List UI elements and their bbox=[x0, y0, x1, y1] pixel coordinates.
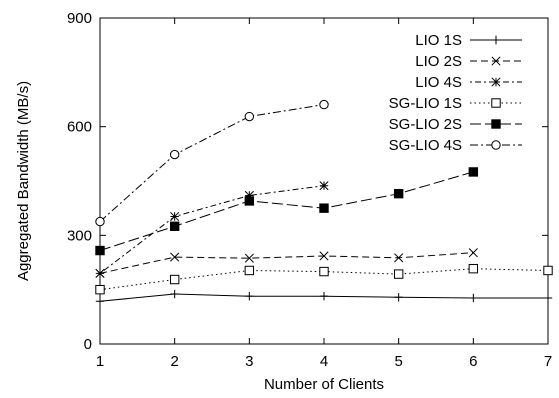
legend: LIO 1S LIO 2S LIO 4S SG-LIO 1S SG-LIO 2S SG-L… bbox=[389, 32, 522, 154]
x-tick-label: 1 bbox=[96, 353, 104, 370]
cross-marker bbox=[244, 253, 254, 263]
cross-marker bbox=[319, 251, 329, 261]
cross-marker bbox=[170, 252, 180, 262]
star-marker bbox=[491, 77, 501, 87]
legend-item: SG-LIO 1S bbox=[389, 95, 522, 112]
series-layer bbox=[95, 99, 553, 306]
legend-label: LIO 1S bbox=[415, 32, 462, 49]
legend-item: LIO 4S bbox=[415, 74, 522, 91]
legend-item: LIO 1S bbox=[415, 32, 522, 49]
series-line bbox=[99, 252, 474, 274]
legend-label: SG-LIO 2S bbox=[389, 116, 462, 133]
filled-square-marker bbox=[491, 119, 501, 129]
series-line bbox=[99, 104, 325, 222]
open-square-marker bbox=[543, 265, 553, 276]
filled-square-marker bbox=[169, 221, 180, 231]
series-line bbox=[99, 171, 474, 251]
cross-marker bbox=[468, 248, 478, 258]
legend-item: SG-LIO 4S bbox=[389, 137, 522, 154]
plus-marker bbox=[319, 291, 329, 301]
open-circle-marker bbox=[491, 140, 501, 150]
y-tick-label: 900 bbox=[67, 10, 92, 27]
plus-marker bbox=[491, 35, 501, 45]
plus-marker bbox=[469, 293, 478, 303]
series-sg-lio-4s bbox=[95, 99, 329, 227]
filled-square-marker bbox=[95, 245, 105, 256]
series-lio-2s bbox=[95, 248, 478, 278]
y-axis-label: Aggregated Bandwidth (MB/s) bbox=[15, 81, 32, 281]
series-lio-4s bbox=[95, 181, 329, 278]
open-square-marker bbox=[169, 274, 180, 285]
filled-square-marker bbox=[244, 196, 255, 206]
legend-label: LIO 2S bbox=[415, 53, 462, 70]
series-sg-lio-2s bbox=[95, 167, 479, 256]
open-square-marker bbox=[393, 269, 404, 279]
legend-item: SG-LIO 2S bbox=[389, 116, 522, 133]
open-circle-marker bbox=[95, 216, 105, 227]
open-square-marker bbox=[491, 98, 501, 108]
legend-label: LIO 4S bbox=[415, 74, 462, 91]
open-square-marker bbox=[244, 265, 255, 276]
series-lio-1s bbox=[95, 289, 553, 306]
legend-label: SG-LIO 4S bbox=[389, 137, 462, 154]
filled-square-marker bbox=[393, 188, 404, 199]
series-sg-lio-1s bbox=[95, 263, 553, 295]
star-marker bbox=[319, 181, 329, 191]
plus-marker bbox=[543, 293, 553, 303]
x-axis-label: Number of Clients bbox=[264, 376, 384, 393]
series-line bbox=[99, 185, 325, 274]
open-square-marker bbox=[95, 284, 105, 295]
plus-marker bbox=[170, 289, 179, 299]
open-square-marker bbox=[468, 263, 479, 274]
open-square-marker bbox=[319, 266, 329, 277]
plus-marker bbox=[394, 293, 403, 302]
x-tick-label: 5 bbox=[394, 353, 402, 370]
filled-square-marker bbox=[468, 167, 479, 177]
star-marker bbox=[244, 190, 254, 201]
legend-label: SG-LIO 1S bbox=[389, 95, 462, 112]
x-tick-label: 4 bbox=[320, 353, 328, 370]
open-circle-marker bbox=[244, 111, 255, 122]
legend-item: LIO 2S bbox=[415, 53, 522, 70]
plus-marker bbox=[95, 297, 105, 306]
open-circle-marker bbox=[319, 99, 329, 110]
filled-square-marker bbox=[319, 203, 329, 213]
cross-marker bbox=[394, 253, 404, 263]
plus-marker bbox=[245, 291, 254, 301]
x-tick-label: 3 bbox=[245, 353, 253, 370]
x-tick-label: 2 bbox=[170, 353, 178, 370]
x-tick-label: 6 bbox=[469, 353, 477, 370]
y-tick-label: 0 bbox=[84, 336, 92, 353]
star-marker bbox=[95, 268, 105, 278]
cross-marker bbox=[491, 56, 501, 66]
y-tick-label: 600 bbox=[67, 119, 92, 136]
star-marker bbox=[170, 211, 180, 222]
open-circle-marker bbox=[169, 149, 180, 160]
y-tick-label: 300 bbox=[67, 227, 92, 244]
x-tick-label: 7 bbox=[544, 353, 552, 370]
axis-ticks: 1 2 3 4 5 6 7 0 300 600 900 bbox=[67, 10, 552, 370]
